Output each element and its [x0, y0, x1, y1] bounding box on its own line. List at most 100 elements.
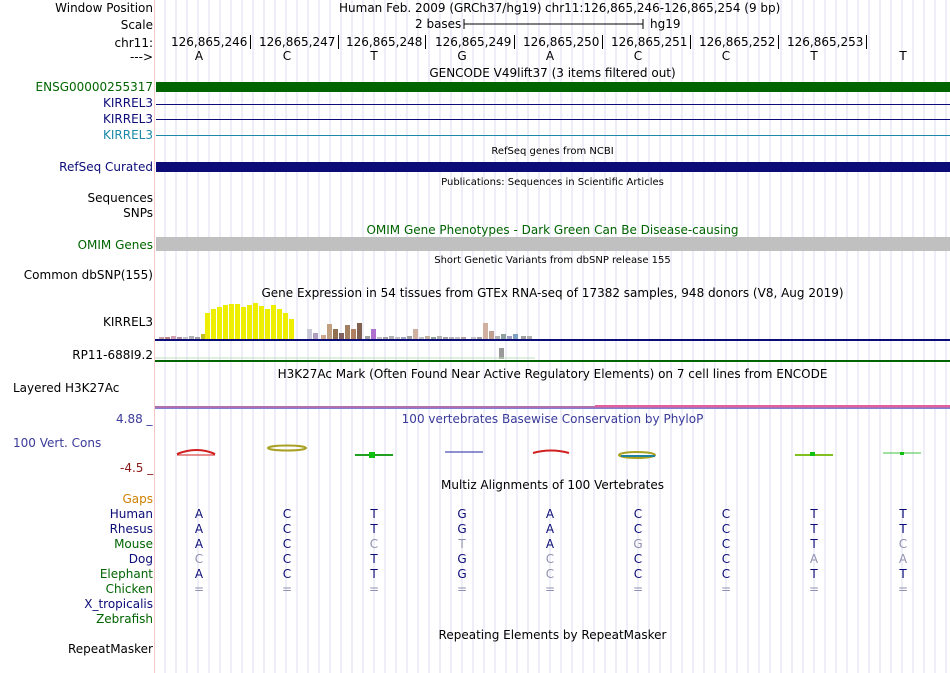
species-label[interactable]: Dog — [128, 552, 153, 566]
gtex-tissue-bar[interactable] — [365, 336, 370, 339]
gtex-tissue-bar[interactable] — [183, 337, 188, 339]
gtex-tissue-bar[interactable] — [333, 329, 338, 339]
gtex-tissue-bar[interactable] — [521, 336, 526, 339]
gtex-tissue-bar[interactable] — [189, 336, 194, 339]
repeatmasker-title[interactable]: Repeating Elements by RepeatMasker — [438, 628, 667, 642]
gtex-tissue-bar[interactable] — [229, 304, 234, 339]
gtex-tissue-bar[interactable] — [339, 333, 344, 339]
gtex-tissue-bar[interactable] — [211, 309, 216, 339]
gtex-tissue-bar[interactable] — [419, 337, 424, 339]
gencode-transcript-label[interactable]: KIRREL3 — [103, 128, 153, 142]
gtex-tissue-bar[interactable] — [165, 337, 170, 339]
species-label[interactable]: Chicken — [105, 582, 153, 596]
species-label[interactable]: Zebrafish — [96, 612, 153, 626]
gencode-gene-bar[interactable] — [156, 82, 950, 92]
gtex-tissue-bar[interactable] — [495, 336, 500, 339]
refseq-title[interactable]: RefSeq genes from NCBI — [491, 146, 614, 157]
gtex-tissue-bar[interactable] — [407, 336, 412, 339]
gtex-tissue-bar[interactable] — [431, 337, 436, 339]
kirrel3-transcript-3[interactable]: ‹‹‹‹‹‹‹‹‹‹‹‹‹‹‹‹‹‹‹‹‹‹‹‹‹‹‹‹‹‹‹‹‹‹‹‹‹‹‹‹… — [156, 131, 950, 139]
gencode-transcript-label[interactable]: KIRREL3 — [103, 112, 153, 126]
kirrel3-transcript-2[interactable]: ‹‹‹‹‹‹‹‹‹‹‹‹‹‹‹‹‹‹‹‹‹‹‹‹‹‹‹‹‹‹‹‹‹‹‹‹‹‹‹‹… — [156, 115, 950, 123]
gtex-tissue-bar[interactable] — [205, 313, 210, 339]
sequences-label[interactable]: Sequences — [87, 191, 153, 205]
gtex-tissue-bar[interactable] — [321, 335, 326, 339]
gtex-kirrel3-label[interactable]: KIRREL3 — [103, 315, 153, 329]
gtex-tissue-bar[interactable] — [401, 337, 406, 339]
rp11-expression-bar[interactable] — [499, 348, 504, 359]
gtex-tissue-bar[interactable] — [437, 336, 442, 339]
gtex-tissue-bar[interactable] — [327, 324, 332, 339]
gtex-tissue-bar[interactable] — [449, 337, 454, 339]
species-label[interactable]: X_tropicalis — [84, 597, 153, 611]
species-label[interactable]: Elephant — [99, 567, 153, 581]
repeatmasker-label[interactable]: RepeatMasker — [67, 642, 153, 656]
gtex-expression-plot[interactable] — [155, 296, 950, 366]
h3k27ac-title[interactable]: H3K27Ac Mark (Often Found Near Active Re… — [277, 367, 828, 381]
dbsnp-label[interactable]: Common dbSNP(155) — [23, 268, 153, 282]
phylop-label[interactable]: 100 Vert. Cons — [13, 436, 102, 450]
gtex-rp11-label[interactable]: RP11-688I9.2 — [72, 348, 153, 362]
h3k27ac-label[interactable]: Layered H3K27Ac — [13, 381, 120, 395]
refseq-gene-bar[interactable] — [156, 162, 950, 172]
h3k27ac-signal[interactable] — [155, 403, 950, 411]
refseq-label[interactable]: RefSeq Curated — [59, 160, 153, 174]
gtex-tissue-bar[interactable] — [477, 337, 482, 339]
position-title[interactable]: chr11:126,865,246-126,865,254 (9 bp) — [545, 1, 781, 15]
gtex-tissue-bar[interactable] — [351, 329, 356, 339]
gtex-tissue-bar[interactable] — [259, 306, 264, 339]
gtex-tissue-bar[interactable] — [217, 307, 222, 339]
gtex-tissue-bar[interactable] — [357, 323, 362, 339]
phylop-plot[interactable] — [155, 440, 950, 466]
species-label[interactable]: Mouse — [114, 537, 153, 551]
gtex-tissue-bar[interactable] — [235, 304, 240, 339]
gtex-tissue-bar[interactable] — [383, 337, 388, 339]
gtex-tissue-bar[interactable] — [171, 336, 176, 339]
gtex-tissue-bar[interactable] — [247, 305, 252, 339]
gencode-gene-label[interactable]: ENSG00000255317 — [35, 80, 153, 94]
gtex-tissue-bar[interactable] — [307, 329, 312, 339]
gtex-tissue-bar[interactable] — [289, 319, 294, 339]
gtex-tissue-bar[interactable] — [241, 307, 246, 339]
gtex-tissue-bar[interactable] — [159, 337, 164, 339]
gencode-transcript-label[interactable]: KIRREL3 — [103, 96, 153, 110]
gtex-tissue-bar[interactable] — [461, 337, 466, 339]
gtex-tissue-bar[interactable] — [253, 303, 258, 339]
gtex-tissue-bar[interactable] — [371, 329, 376, 339]
gencode-title[interactable]: GENCODE V49lift37 (3 items filtered out) — [429, 66, 676, 80]
gtex-tissue-bar[interactable] — [413, 329, 418, 339]
gtex-tissue-bar[interactable] — [313, 333, 318, 339]
gtex-tissue-bar[interactable] — [377, 337, 382, 339]
omim-title[interactable]: OMIM Gene Phenotypes - Dark Green Can Be… — [366, 223, 739, 237]
gtex-tissue-bar[interactable] — [443, 337, 448, 339]
gtex-tissue-bar[interactable] — [195, 337, 200, 339]
gtex-tissue-bar[interactable] — [277, 309, 282, 339]
gtex-title[interactable]: Gene Expression in 54 tissues from GTEx … — [261, 286, 844, 300]
kirrel3-transcript-1[interactable]: ‹‹‹‹‹‹‹‹‹‹‹‹‹‹‹‹‹‹‹‹‹‹‹‹‹‹‹‹‹‹‹‹‹‹‹‹‹‹‹‹… — [156, 100, 950, 108]
gtex-tissue-bar[interactable] — [471, 337, 476, 339]
gtex-tissue-bar[interactable] — [507, 336, 512, 339]
gtex-tissue-bar[interactable] — [345, 325, 350, 339]
gtex-tissue-bar[interactable] — [527, 336, 532, 339]
gtex-tissue-bar[interactable] — [271, 305, 276, 339]
phylop-title[interactable]: 100 vertebrates Basewise Conservation by… — [401, 412, 704, 426]
gtex-tissue-bar[interactable] — [265, 309, 270, 339]
gtex-tissue-bar[interactable] — [201, 334, 206, 339]
gtex-tissue-bar[interactable] — [177, 337, 182, 339]
snps-label[interactable]: SNPs — [123, 206, 153, 220]
gtex-tissue-bar[interactable] — [455, 337, 460, 339]
dbsnp-title[interactable]: Short Genetic Variants from dbSNP releas… — [434, 255, 671, 266]
gtex-tissue-bar[interactable] — [425, 336, 430, 339]
gtex-tissue-bar[interactable] — [223, 305, 228, 339]
gtex-tissue-bar[interactable] — [389, 336, 394, 339]
publications-title[interactable]: Publications: Sequences in Scientific Ar… — [441, 177, 664, 188]
species-label[interactable]: Rhesus — [109, 522, 153, 536]
gaps-label[interactable]: Gaps — [122, 492, 153, 506]
gtex-tissue-bar[interactable] — [513, 334, 518, 339]
gtex-tissue-bar[interactable] — [489, 331, 494, 339]
multiz-title[interactable]: Multiz Alignments of 100 Vertebrates — [440, 478, 665, 492]
gtex-tissue-bar[interactable] — [395, 337, 400, 339]
species-label[interactable]: Human — [109, 507, 153, 521]
gtex-tissue-bar[interactable] — [501, 334, 506, 339]
omim-phenotype-bar[interactable] — [156, 237, 950, 251]
